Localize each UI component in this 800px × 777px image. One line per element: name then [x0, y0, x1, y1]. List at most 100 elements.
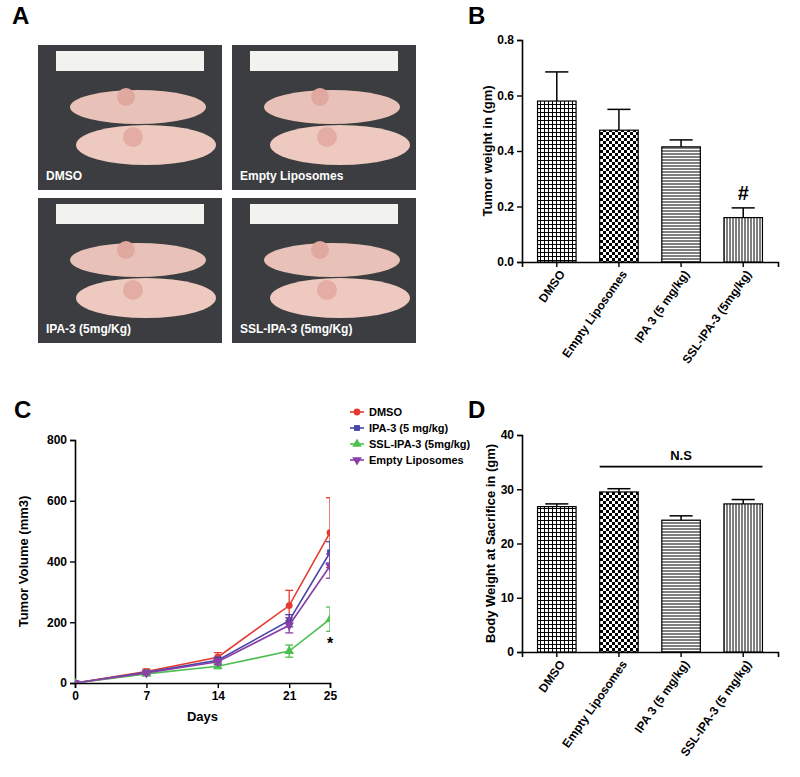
y-tick-mark: [70, 440, 75, 441]
y-axis-line: [517, 41, 523, 263]
photo-caption: Empty Liposomes: [240, 169, 344, 183]
y-axis-line: [517, 436, 523, 653]
x-tick: IPA 3 (5 mg/kg): [632, 652, 692, 736]
tumor: [123, 280, 143, 300]
error-stem: [618, 109, 620, 130]
mouse: [76, 125, 216, 165]
legend-label: IPA-3 (5 mg/kg): [369, 422, 449, 434]
photo: IPA-3 (5mg/Kg): [38, 198, 222, 343]
panel-label: D: [468, 396, 485, 423]
y-tick-label: 20: [501, 537, 515, 551]
legend-label: DMSO: [369, 406, 402, 418]
y-tick-mark: [70, 561, 75, 562]
y-tick-mark: [517, 652, 522, 653]
marker: [142, 670, 152, 678]
x-tick: 7: [144, 683, 151, 703]
tumor: [123, 127, 143, 147]
x-tick-mark: [618, 652, 619, 657]
x-tick-label: DMSO: [536, 268, 568, 306]
x-tick: SSL-IPA-3 (5 mg/kg): [678, 652, 755, 759]
error-cap: [607, 488, 630, 490]
x-tick-mark: [743, 652, 744, 657]
photo-background: [232, 198, 416, 343]
error-cap: [326, 578, 330, 579]
x-tick: Empty Liposomes: [559, 652, 630, 750]
panel-label: C: [14, 396, 31, 423]
y-axis-title: Tumor Volume (mm3): [16, 496, 31, 628]
error-bar: [607, 109, 630, 130]
x-tick-label: Empty Liposomes: [559, 657, 630, 750]
x-tick-mark: [680, 652, 681, 657]
mouse: [270, 125, 410, 165]
series-line: [75, 552, 330, 683]
y-axis-title: Body Weight at Sacrifice in (gm): [483, 444, 498, 643]
y-tick: 0.4: [497, 144, 522, 158]
y-tick: 0: [507, 645, 522, 659]
bar: [538, 507, 577, 652]
legend: DMSOIPA-3 (5 mg/kg)SSL-IPA-3 (5mg/kg)Emp…: [350, 406, 471, 466]
error-cap: [326, 497, 330, 498]
error-cap: [285, 657, 293, 658]
x-tick: Empty Liposomes: [559, 262, 630, 360]
plot-area: [75, 498, 330, 683]
error-stem: [742, 208, 744, 218]
figure: ADMSOEmpty LiposomesIPA-3 (5mg/Kg)SSL-IP…: [0, 0, 800, 777]
x-tick-mark: [680, 262, 681, 267]
series-line: [75, 566, 330, 683]
photo-caption: IPA-3 (5mg/Kg): [46, 322, 131, 336]
error-stem: [680, 140, 682, 147]
x-tick-mark: [743, 262, 744, 267]
error-cap: [285, 590, 293, 591]
y-tick: 10: [501, 591, 522, 605]
panel-label: B: [468, 2, 485, 29]
bar: [662, 520, 701, 652]
y-tick-label: 0: [507, 645, 514, 659]
y-axis-title: Tumor weight in (gm): [480, 85, 495, 216]
photo: DMSO: [38, 45, 222, 190]
x-tick-label: SSL-IPA-3 (5 mg/kg): [678, 658, 755, 759]
plot-area: [538, 72, 763, 262]
tumor: [311, 241, 329, 259]
x-tick-label: IPA 3 (5 mg/kg): [632, 268, 692, 346]
y-tick-label: 600: [47, 494, 67, 508]
y-tick-mark: [517, 435, 522, 436]
y-tick-label: 0.0: [497, 255, 514, 269]
x-tick-mark: [75, 683, 76, 688]
x-axis: 07142125: [72, 683, 337, 703]
y-axis: 0200400600800: [47, 433, 76, 690]
legend-marker: [352, 457, 362, 465]
error-cap: [285, 644, 293, 645]
y-tick-mark: [70, 622, 75, 623]
x-tick-label: 7: [144, 689, 151, 703]
x-axis-title: Days: [187, 709, 218, 724]
photo-background: [232, 45, 416, 190]
error-cap: [545, 503, 568, 505]
x-tick: DMSO: [536, 652, 568, 695]
mouse: [70, 90, 206, 124]
photo-caption: SSL-IPA-3 (5mg/Kg): [240, 322, 352, 336]
plot-area: [538, 489, 763, 652]
bar: [724, 504, 763, 652]
marker: [284, 623, 294, 631]
bar: [600, 492, 639, 652]
x-tick-label: Empty Liposomes: [559, 267, 630, 360]
x-axis: DMSOEmpty LiposomesIPA 3 (5 mg/kg)SSL-IP…: [523, 262, 779, 366]
error-cap: [326, 541, 330, 542]
y-tick-label: 400: [47, 555, 67, 569]
series-line: [75, 619, 330, 683]
y-tick-mark: [517, 206, 522, 207]
y-tick-label: 800: [47, 433, 67, 447]
bar: [724, 218, 763, 262]
tumor: [317, 127, 337, 147]
error-bar: [607, 489, 630, 492]
x-tick: 0: [72, 683, 79, 703]
error-bar: [732, 208, 755, 218]
y-tick: 40: [501, 428, 522, 442]
marker: [286, 602, 293, 609]
x-tick-mark: [218, 683, 219, 688]
y-tick-mark: [517, 95, 522, 96]
tumor: [317, 280, 337, 300]
x-tick: 21: [283, 683, 297, 703]
y-tick-mark: [517, 151, 522, 152]
error-cap: [670, 515, 693, 517]
